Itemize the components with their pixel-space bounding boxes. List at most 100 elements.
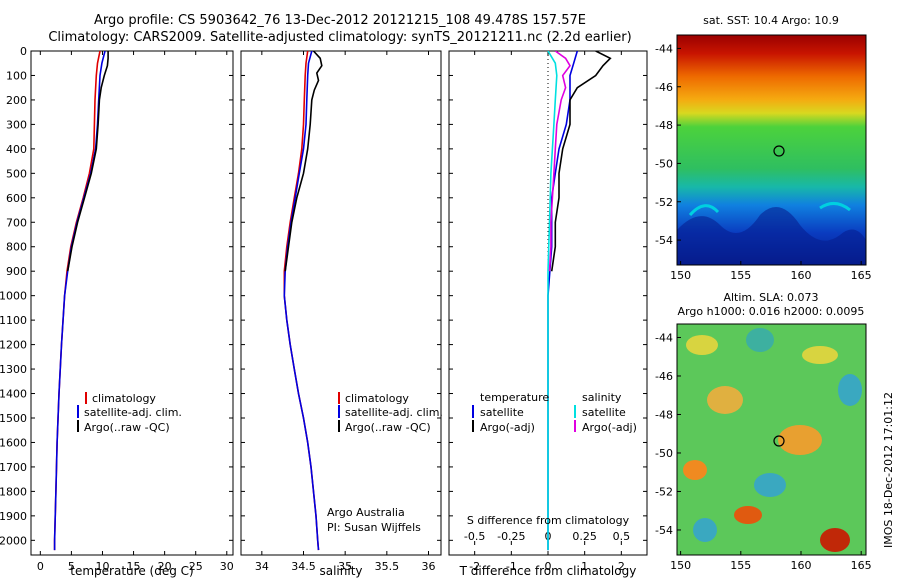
difference-legend: temperature salinity satellite Argo(-adj… [472, 391, 637, 434]
legend-label: satellite [582, 406, 626, 419]
x-tick-label: -0.5 [464, 530, 485, 543]
sla-map-subtitle: Argo h1000: 0.016 h2000: 0.0095 [678, 305, 865, 318]
depth-tick-label: 300 [6, 118, 27, 131]
x-tick-label: -1 [506, 560, 517, 573]
x-tick-label: 0.5 [613, 530, 631, 543]
principal-investigator-note: PI: Susan Wijffels [327, 521, 421, 534]
temp-series-argo-raw-qc [66, 51, 109, 272]
lat-tick-label: -48 [655, 408, 673, 421]
temperature-panel [30, 50, 234, 556]
imos-timestamp: IMOS 18-Dec-2012 17:01:12 [882, 392, 895, 548]
lat-tick-label: -54 [655, 524, 673, 537]
difference-top-label: S difference from climatology [467, 514, 630, 527]
legend-label: climatology [92, 392, 156, 405]
x-tick-label: 34 [255, 560, 269, 573]
sla-field [677, 324, 866, 555]
depth-tick-label: 400 [6, 143, 27, 156]
sla-anomaly [686, 335, 718, 355]
sst-map-frame [676, 34, 867, 266]
x-tick-label: 0 [545, 560, 552, 573]
front-contour [819, 202, 851, 212]
depth-tick-label: 2000 [0, 534, 27, 547]
sla-anomaly [802, 346, 838, 364]
legend-label: Argo(-adj) [480, 421, 535, 434]
diff-series-salinity-satellite [547, 51, 558, 551]
lat-tick-label: -52 [655, 196, 673, 209]
legend-title-temperature: temperature [480, 391, 549, 404]
depth-tick-label: 600 [6, 192, 27, 205]
depth-tick-label: 1500 [0, 412, 27, 425]
sal-series-satellite-adj-clim [283, 51, 320, 551]
legend-label: Argo(..raw -QC) [345, 421, 431, 434]
lat-tick-label: -50 [655, 447, 673, 460]
sla-map-frame [676, 323, 867, 556]
depth-tick-label: 800 [6, 241, 27, 254]
sla-map-axes: -44 -46 -48 -50 -52 -54 150 155 160 165 [655, 331, 872, 572]
sla-anomaly [746, 328, 774, 352]
difference-x-label: T difference from climatology [459, 564, 637, 578]
sla-anomaly [754, 473, 786, 497]
lon-tick-label: 155 [730, 559, 751, 572]
sla-anomaly [693, 518, 717, 542]
x-tick-label: 5 [68, 560, 75, 573]
lon-tick-label: 160 [790, 269, 811, 282]
argo-location-marker [773, 145, 785, 157]
x-tick-label: 35.5 [375, 560, 400, 573]
legend-label: climatology [345, 392, 409, 405]
sal-series-argo-raw-qc [284, 51, 323, 272]
figure-subtitle: Climatology: CARS2009. Satellite-adjuste… [48, 30, 631, 45]
sla-anomaly [820, 528, 850, 552]
salinity-legend: climatology satellite-adj. clim. Argo(..… [338, 392, 443, 434]
lat-tick-label: -46 [655, 81, 673, 94]
x-tick-label: 15 [127, 560, 141, 573]
depth-tick-label: 1700 [0, 461, 27, 474]
legend-label: satellite-adj. clim. [84, 406, 182, 419]
sla-anomaly [838, 374, 862, 406]
legend-label: satellite [480, 406, 524, 419]
salinity-panel [240, 50, 442, 556]
temperature-legend: climatology satellite-adj. clim. Argo(..… [77, 392, 182, 434]
legend-label: satellite-adj. clim. [345, 406, 443, 419]
x-tick-label: 34.5 [291, 560, 316, 573]
sst-map-title: sat. SST: 10.4 Argo: 10.9 [703, 14, 839, 27]
salinity-x-axis: 34 34.5 35 35.5 36 [255, 51, 436, 573]
temperature-x-label: temperature (deg C) [70, 564, 193, 578]
depth-tick-label: 700 [6, 216, 27, 229]
lon-tick-label: 155 [730, 269, 751, 282]
depth-tick-label: 200 [6, 94, 27, 107]
x-tick-label: 1 [581, 560, 588, 573]
x-tick-label: 0 [37, 560, 44, 573]
argo-location-marker [773, 435, 785, 447]
sla-anomaly [778, 425, 822, 455]
depth-tick-label: 1400 [0, 388, 27, 401]
lat-tick-label: -54 [655, 234, 673, 247]
lat-tick-label: -50 [655, 157, 673, 170]
lat-tick-label: -46 [655, 370, 673, 383]
depth-tick-label: 500 [6, 167, 27, 180]
legend-title-salinity: salinity [582, 391, 622, 404]
depth-tick-label: 1800 [0, 485, 27, 498]
sla-anomaly [707, 386, 743, 414]
lon-tick-label: 165 [851, 269, 872, 282]
depth-tick-label: 1900 [0, 510, 27, 523]
depth-tick-label: 1300 [0, 363, 27, 376]
depth-tick-label: 100 [6, 69, 27, 82]
figure-title: Argo profile: CS 5903642_76 13-Dec-2012 … [94, 13, 586, 28]
depth-tick-label: 1600 [0, 436, 27, 449]
sla-anomaly [734, 506, 762, 524]
lat-tick-label: -48 [655, 119, 673, 132]
x-tick-label: 2 [618, 560, 625, 573]
lon-tick-label: 160 [790, 559, 811, 572]
sla-map-title: Altim. SLA: 0.073 [723, 291, 818, 304]
depth-tick-label: 1100 [0, 314, 27, 327]
diff-series-temperature-argo-adj [550, 51, 612, 272]
lat-tick-label: -44 [655, 331, 673, 344]
depth-tick-label: 1000 [0, 290, 27, 303]
x-tick-label: -2 [469, 560, 480, 573]
x-tick-label: 36 [422, 560, 436, 573]
depth-axis: 0 100 200 300 400 500 600 700 800 900 1000 1100 1200… [0, 45, 647, 547]
lat-tick-label: -44 [655, 42, 673, 55]
sst-map-axes: -44 -46 -48 -50 -52 -54 150 155 160 165 [655, 42, 872, 282]
sla-anomaly [683, 460, 707, 480]
